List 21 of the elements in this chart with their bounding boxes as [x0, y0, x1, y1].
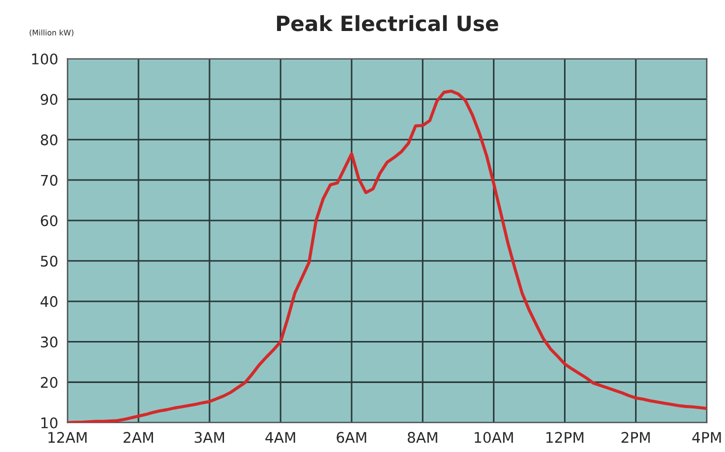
x-tick-label: 10AM — [474, 432, 513, 443]
x-tick-label: 4PM — [692, 432, 721, 443]
y-tick-label: 20 — [40, 376, 58, 388]
y-tick-label: 90 — [40, 94, 58, 105]
y-tick-label: 50 — [40, 256, 58, 267]
chart-title: Peak Electrical Use — [277, 15, 498, 32]
x-tick-label: 8AM — [408, 432, 438, 443]
y-tick-label: 80 — [40, 134, 58, 146]
x-tick-label: 6AM — [336, 432, 366, 443]
x-tick-label: 4AM — [265, 432, 296, 443]
x-tick-label: 2AM — [124, 432, 153, 443]
y-tick-label: 70 — [41, 174, 58, 186]
y-tick-label: 60 — [40, 215, 58, 226]
x-tick-label: 3AM — [194, 432, 224, 443]
y-tick-label: 40 — [40, 296, 58, 308]
y-tick-label: 30 — [40, 336, 58, 348]
x-tick-label: 12PM — [546, 432, 584, 443]
y-tick-label: 10 — [41, 417, 58, 428]
x-tick-label: 12AM — [48, 432, 87, 443]
y-tick-label: 100 — [32, 53, 58, 65]
x-tick-label: 2PM — [622, 432, 650, 443]
